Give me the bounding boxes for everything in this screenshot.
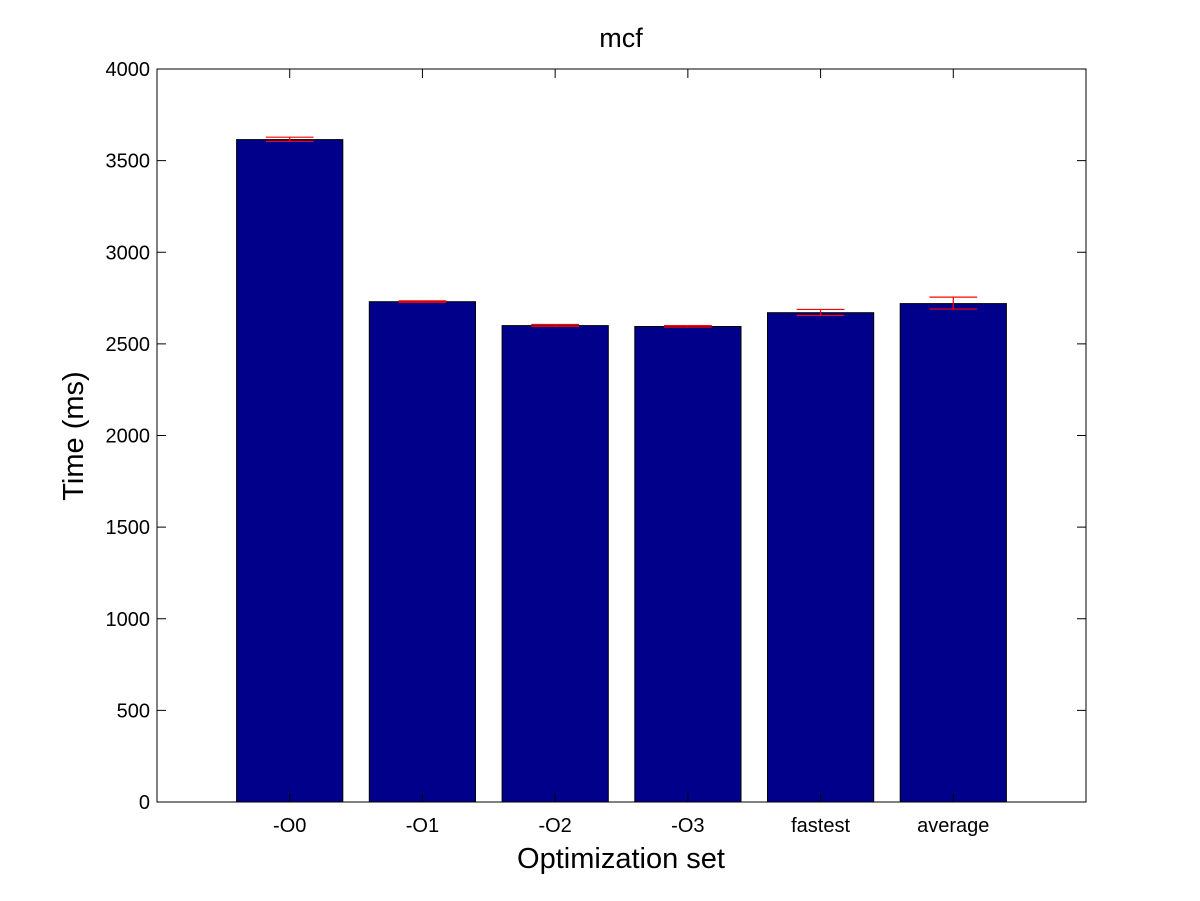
bar-o1	[368, 301, 476, 803]
bar-fastest	[767, 312, 875, 803]
error-bar-o2	[531, 323, 580, 327]
x-tick-label: average	[917, 815, 989, 837]
bars-layer	[236, 139, 1007, 803]
x-axis-label: Optimization set	[517, 843, 725, 875]
bar-o3	[634, 326, 742, 803]
bar-o0	[236, 139, 344, 803]
y-tick-label: 3000	[106, 242, 151, 264]
x-tick-label: -O3	[671, 815, 704, 837]
error-bar-average	[929, 296, 978, 310]
error-bar-o1	[398, 300, 447, 303]
error-bars-layer	[265, 136, 978, 328]
y-tick-label: 0	[139, 792, 150, 814]
y-tick-label: 3500	[106, 151, 151, 173]
bar-average	[899, 303, 1007, 803]
chart-title: mcf	[599, 23, 643, 53]
y-tick-label: 4000	[106, 59, 151, 81]
x-tick-label: -O1	[406, 815, 439, 837]
y-tick-label: 1500	[106, 517, 151, 539]
y-axis-label: Time (ms)	[58, 371, 90, 500]
error-bar-o3	[663, 324, 712, 328]
y-axis-ticks: 0 500 1000 1500 2000 2500 3000 3500 4000	[106, 59, 1086, 814]
x-axis-ticks: -O0 -O1 -O2 -O3 fastest average	[273, 69, 989, 837]
error-bar-fastest	[796, 308, 845, 317]
x-tick-label: fastest	[791, 815, 850, 837]
error-bar-o0	[265, 136, 314, 142]
y-tick-label: 500	[117, 700, 150, 722]
y-tick-label: 2000	[106, 426, 151, 448]
x-tick-label: -O0	[273, 815, 306, 837]
bar-o2	[501, 325, 609, 803]
y-tick-label: 2500	[106, 334, 151, 356]
x-tick-label: -O2	[538, 815, 571, 837]
y-tick-label: 1000	[106, 609, 151, 631]
